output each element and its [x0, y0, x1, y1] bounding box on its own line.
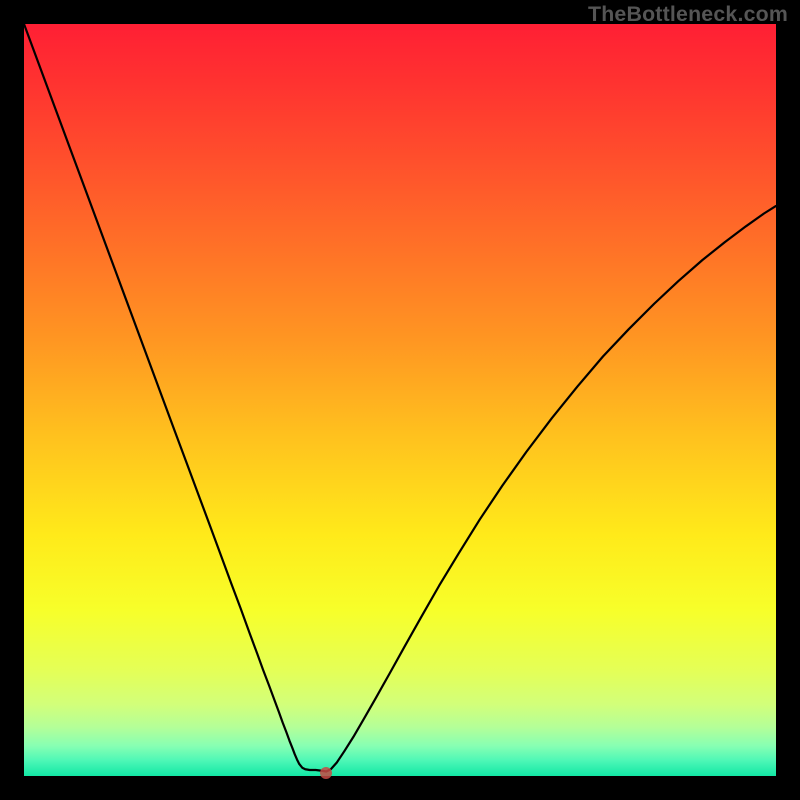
curve-line — [24, 24, 776, 776]
watermark-text: TheBottleneck.com — [588, 2, 788, 27]
plot-area — [24, 24, 776, 776]
minimum-marker — [320, 767, 332, 779]
plot-frame — [24, 24, 776, 776]
